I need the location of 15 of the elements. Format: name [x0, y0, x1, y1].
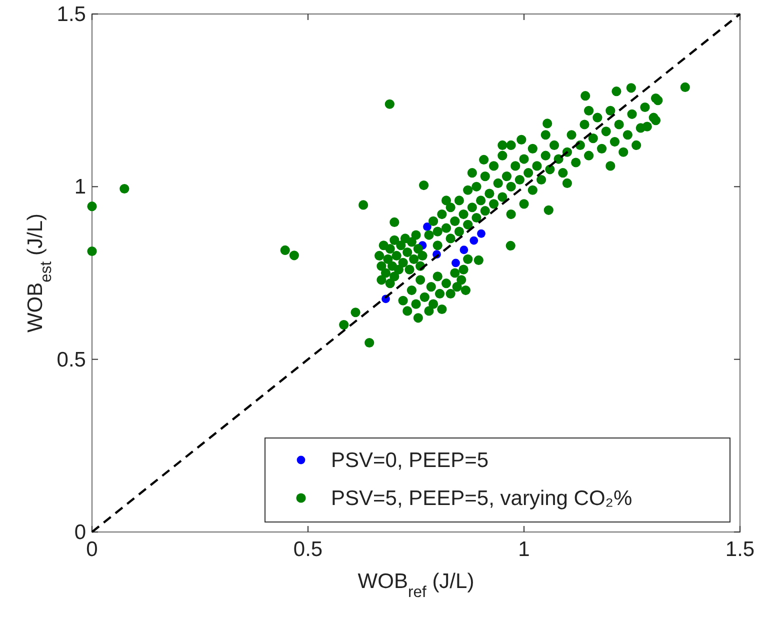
x-tick-label: 1 [518, 538, 530, 561]
x-tick-label: 1.5 [725, 538, 755, 561]
x-axis-title: WOB$_{ref}$ (J/L) [358, 570, 474, 600]
point [452, 258, 460, 268]
y-tick-label: 0.5 [56, 348, 86, 372]
point [423, 222, 432, 231]
y-tick-label: 1.5 [56, 3, 86, 26]
point [477, 229, 486, 238]
y-tick-label: 1 [74, 176, 86, 199]
legend-label: PSV=5, PEEP=5, varying CO₂% [331, 487, 632, 510]
x-tick-label: 0.5 [293, 538, 323, 561]
point [470, 236, 478, 245]
legend-label: PSV=0, PEEP=5 [331, 449, 489, 472]
y-tick-label: 0 [74, 521, 86, 544]
point [460, 246, 468, 254]
